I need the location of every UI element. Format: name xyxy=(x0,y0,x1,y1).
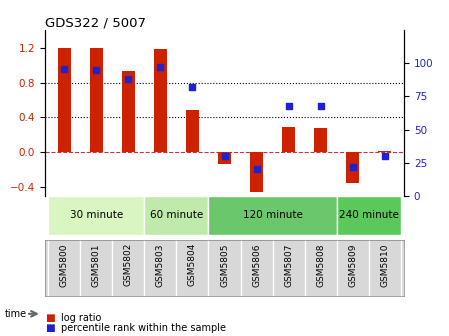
Text: ■: ■ xyxy=(45,312,55,323)
Text: GSM5809: GSM5809 xyxy=(348,243,357,287)
Bar xyxy=(58,48,70,152)
Text: ■: ■ xyxy=(45,323,55,333)
Text: log ratio: log ratio xyxy=(61,312,101,323)
Text: GSM5808: GSM5808 xyxy=(316,243,325,287)
Bar xyxy=(90,48,103,152)
Point xyxy=(61,66,68,71)
Bar xyxy=(208,196,337,235)
Text: 120 minute: 120 minute xyxy=(242,210,303,220)
Bar xyxy=(282,127,295,152)
Point xyxy=(381,153,388,159)
Text: GSM5801: GSM5801 xyxy=(92,243,101,287)
Text: GSM5806: GSM5806 xyxy=(252,243,261,287)
Bar xyxy=(48,196,144,235)
Bar xyxy=(346,152,359,183)
Text: GSM5807: GSM5807 xyxy=(284,243,293,287)
Text: GSM5805: GSM5805 xyxy=(220,243,229,287)
Point xyxy=(221,153,228,159)
Text: 60 minute: 60 minute xyxy=(150,210,203,220)
Bar xyxy=(379,151,391,152)
Point xyxy=(285,103,292,109)
Point xyxy=(157,65,164,70)
Text: GSM5800: GSM5800 xyxy=(60,243,69,287)
Text: GSM5802: GSM5802 xyxy=(124,243,133,286)
Point xyxy=(349,164,357,169)
Point xyxy=(189,84,196,90)
Text: 240 minute: 240 minute xyxy=(339,210,399,220)
Text: percentile rank within the sample: percentile rank within the sample xyxy=(61,323,225,333)
Point xyxy=(253,167,260,172)
Bar xyxy=(337,196,401,235)
Text: GSM5810: GSM5810 xyxy=(380,243,389,287)
Text: time: time xyxy=(4,309,26,319)
Bar xyxy=(186,111,199,152)
Bar xyxy=(144,196,208,235)
Point xyxy=(125,77,132,82)
Bar xyxy=(314,128,327,152)
Bar xyxy=(122,71,135,152)
Bar xyxy=(218,152,231,164)
Text: GSM5804: GSM5804 xyxy=(188,243,197,286)
Point xyxy=(92,67,100,73)
Text: 30 minute: 30 minute xyxy=(70,210,123,220)
Text: GSM5803: GSM5803 xyxy=(156,243,165,287)
Text: GDS322 / 5007: GDS322 / 5007 xyxy=(45,16,146,29)
Bar xyxy=(250,152,263,192)
Point xyxy=(317,103,324,109)
Bar xyxy=(154,49,167,152)
